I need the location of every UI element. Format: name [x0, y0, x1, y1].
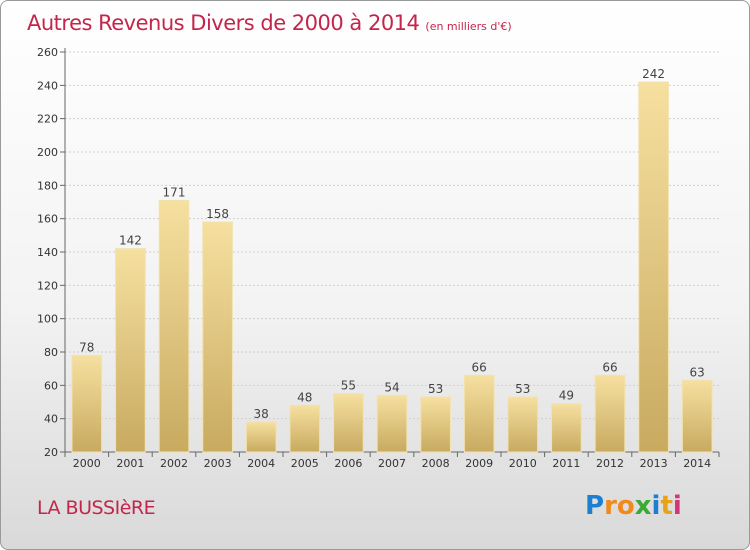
bar-2003 [202, 221, 233, 453]
logo-letter: i [651, 491, 661, 521]
y-tick-label: 160 [37, 213, 58, 226]
bar-2001 [115, 248, 146, 453]
y-tick-label: 120 [37, 279, 58, 292]
value-label-2005: 48 [297, 390, 312, 404]
chart-subtitle: (en milliers d'€) [425, 20, 512, 33]
logo-letter: r [604, 491, 617, 521]
value-label-2009: 66 [472, 360, 487, 374]
value-labels: 78 142 171 158 38 48 55 54 53 66 53 49 66 242 63 [79, 67, 705, 421]
x-tick-label-2001: 2001 [116, 457, 144, 470]
bar-2002 [158, 199, 190, 453]
value-label-2006: 55 [341, 379, 356, 393]
bar-2012 [594, 374, 626, 453]
bar-2000 [71, 354, 103, 453]
y-tick-label: 60 [44, 379, 58, 392]
x-tick-label-2010: 2010 [509, 457, 537, 470]
bar-2007 [376, 394, 408, 453]
x-tick-label-2009: 2009 [465, 457, 493, 470]
value-label-2001: 142 [119, 234, 142, 248]
logo-letter: i [672, 491, 682, 521]
y-tick-label: 200 [37, 146, 58, 159]
bar-2005 [289, 404, 321, 453]
value-label-2000: 78 [79, 340, 94, 354]
commune-name: LA BUSSIèRE [37, 497, 156, 519]
proxiti-logo[interactable]: Proxiti [585, 491, 682, 521]
x-axis-ticks: 2000 2001 2002 2003 2004 2005 2006 2007 2008 2009… [64, 452, 720, 470]
y-tick-label: 180 [37, 179, 58, 192]
value-label-2013: 242 [642, 67, 665, 81]
x-tick-label-2003: 2003 [204, 457, 232, 470]
x-tick-label-2000: 2000 [73, 457, 101, 470]
x-tick-label-2014: 2014 [683, 457, 711, 470]
bar-2004 [245, 421, 277, 453]
x-tick-label-2007: 2007 [378, 457, 406, 470]
y-tick-label: 240 [37, 79, 58, 92]
y-axis-ticks: 20 40 60 80 100 120 140 160 180 200 220 240 260 [37, 46, 65, 459]
x-tick-label-2006: 2006 [334, 457, 362, 470]
bar-2006 [333, 393, 364, 453]
x-tick-label-2002: 2002 [160, 457, 188, 470]
value-label-2010: 53 [515, 382, 530, 396]
x-tick-label-2008: 2008 [422, 457, 450, 470]
bar-2013 [638, 81, 669, 453]
logo-letter: o [616, 491, 635, 521]
y-tick-label: 40 [44, 413, 58, 426]
bar-2009 [463, 374, 495, 453]
y-tick-label: 140 [37, 246, 58, 259]
bar-2010 [507, 396, 539, 453]
value-label-2011: 49 [559, 389, 574, 403]
logo-letter: x [634, 491, 652, 521]
y-tick-label: 220 [37, 113, 58, 126]
logo-letter: t [660, 491, 673, 521]
value-label-2008: 53 [428, 382, 443, 396]
y-tick-label: 80 [44, 346, 58, 359]
value-label-2004: 38 [254, 407, 269, 421]
x-tick-label-2013: 2013 [640, 457, 668, 470]
y-tick-label: 260 [37, 46, 58, 59]
chart-title-text: Autres Revenus Divers de 2000 à 2014 [27, 11, 420, 35]
value-label-2012: 66 [602, 360, 617, 374]
bar-2008 [420, 396, 451, 453]
value-label-2003: 158 [206, 207, 229, 221]
y-tick-label: 100 [37, 313, 58, 326]
x-tick-label-2011: 2011 [552, 457, 580, 470]
value-label-2007: 54 [384, 380, 399, 394]
bars [71, 81, 713, 453]
logo-letter: P [585, 491, 605, 521]
x-tick-label-2004: 2004 [247, 457, 275, 470]
bar-2014 [681, 379, 713, 453]
y-tick-label: 20 [44, 446, 58, 459]
x-tick-label-2012: 2012 [596, 457, 624, 470]
value-label-2014: 63 [690, 365, 705, 379]
bar-2011 [551, 403, 582, 453]
value-label-2002: 171 [163, 185, 186, 199]
chart-title: Autres Revenus Divers de 2000 à 2014 (en … [27, 11, 512, 35]
x-tick-label-2005: 2005 [291, 457, 319, 470]
